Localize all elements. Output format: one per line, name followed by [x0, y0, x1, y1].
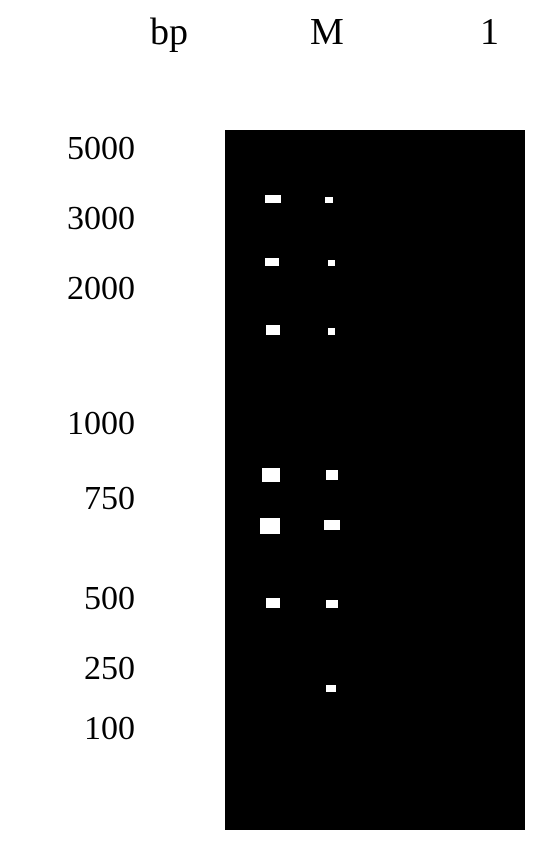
gel-band	[326, 685, 336, 692]
size-label: 500	[25, 580, 135, 618]
gel-image	[225, 130, 525, 830]
bp-header-label: bp	[150, 10, 188, 54]
gel-band	[325, 197, 333, 203]
size-label: 2000	[25, 270, 135, 308]
gel-band	[260, 518, 280, 534]
size-label: 3000	[25, 200, 135, 238]
gel-band	[326, 470, 338, 480]
gel-band	[266, 598, 280, 608]
size-label: 1000	[25, 405, 135, 443]
gel-band	[266, 325, 280, 335]
lane-1-label: 1	[480, 10, 499, 54]
gel-band	[328, 328, 335, 335]
marker-lane-label: M	[310, 10, 344, 54]
gel-band	[328, 260, 335, 266]
size-label: 750	[25, 480, 135, 518]
size-label: 100	[25, 710, 135, 748]
gel-band	[326, 600, 338, 608]
gel-band	[324, 520, 340, 530]
size-label: 250	[25, 650, 135, 688]
gel-band	[265, 258, 279, 266]
gel-band	[262, 468, 280, 482]
gel-band	[265, 195, 281, 203]
size-label: 5000	[25, 130, 135, 168]
